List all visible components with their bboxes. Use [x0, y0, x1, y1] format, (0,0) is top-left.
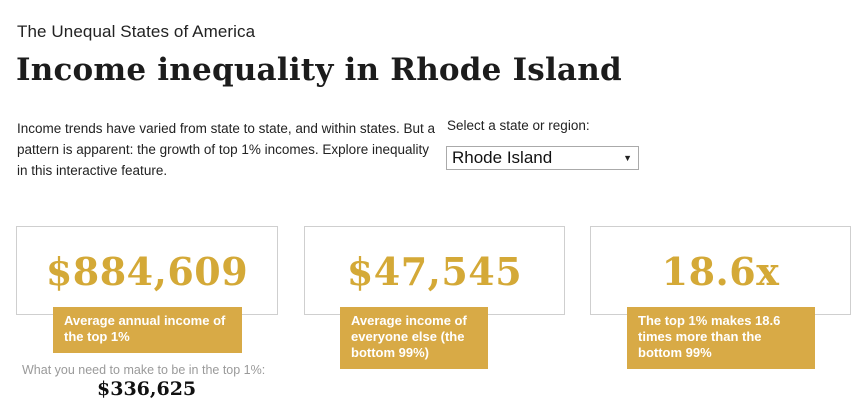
state-select-dropdown[interactable]: Rhode Island ▼ — [446, 146, 639, 170]
top1-threshold-value: $336,625 — [97, 378, 197, 400]
dropdown-caret-icon: ▼ — [623, 153, 632, 163]
stat-card-top1-income: $884,609 — [16, 226, 278, 315]
stat-caption-top1-income: Average annual income of the top 1% — [53, 307, 242, 353]
stat-caption-bottom99-income: Average income of everyone else (the bot… — [340, 307, 488, 369]
top1-threshold-label: What you need to make to be in the top 1… — [22, 363, 266, 377]
kicker-text: The Unequal States of America — [17, 22, 256, 41]
stat-value-top1-income: $884,609 — [45, 249, 249, 294]
stat-caption-ratio: The top 1% makes 18.6 times more than th… — [627, 307, 815, 369]
stat-value-bottom99-income: $47,545 — [346, 249, 523, 294]
state-select-label: Select a state or region: — [447, 118, 590, 133]
state-select-value: Rhode Island — [452, 148, 553, 167]
page-title: Income inequality in Rhode Island — [16, 52, 622, 88]
intro-paragraph: Income trends have varied from state to … — [17, 121, 435, 178]
stat-card-ratio: 18.6x — [590, 226, 851, 315]
stat-value-ratio: 18.6x — [661, 249, 780, 294]
stat-card-bottom99-income: $47,545 — [304, 226, 565, 315]
